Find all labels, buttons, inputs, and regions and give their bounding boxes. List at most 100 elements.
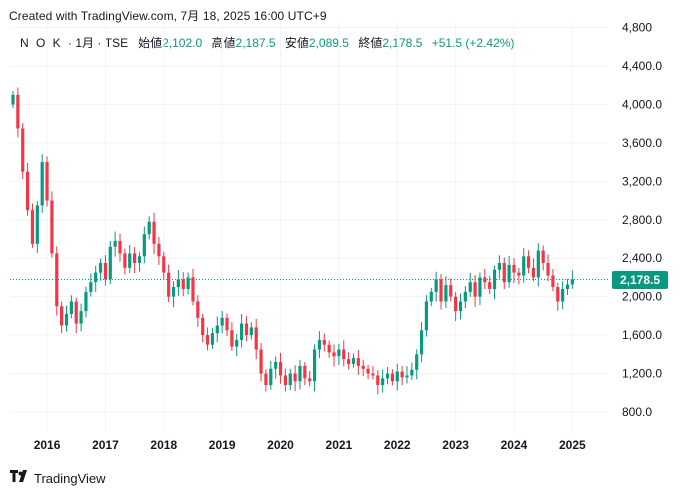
candle-body: [244, 323, 249, 336]
last-price-badge: 2,178.5: [612, 271, 668, 289]
candle-body: [351, 358, 356, 364]
candle-body: [264, 373, 268, 386]
candle-body: [196, 301, 200, 318]
candle-body: [347, 359, 351, 364]
candle: [196, 295, 200, 327]
high-value: 2,187.5: [235, 36, 276, 50]
candle: [79, 303, 83, 332]
candle: [492, 265, 497, 300]
candle: [371, 366, 375, 380]
candle: [244, 316, 249, 342]
candle: [35, 201, 39, 253]
candle: [449, 278, 453, 302]
candle-body: [478, 277, 482, 297]
candle: [254, 318, 258, 360]
candle: [298, 359, 302, 390]
candle: [264, 369, 268, 392]
high-label: 高値: [211, 36, 236, 50]
candle-body: [133, 253, 137, 264]
candle-body: [570, 279, 574, 285]
candle-body: [278, 362, 283, 376]
candle-body: [385, 373, 390, 379]
candle-body: [25, 171, 30, 211]
candle-body: [210, 333, 215, 345]
candle-body: [225, 317, 229, 331]
candle: [210, 327, 215, 349]
candle-body: [89, 282, 93, 292]
candle-body: [303, 365, 307, 379]
x-tick-label: 2025: [559, 438, 586, 452]
candle: [278, 352, 283, 384]
candle-body: [79, 311, 83, 324]
price-axis: 800.0 1,200.0 1,600.0 2,000.0 2,400.0 2,800.0…: [622, 21, 662, 419]
y-tick-label: 4,000.0: [622, 97, 662, 111]
close-value: 2,178.5: [382, 36, 423, 50]
candle: [400, 365, 404, 386]
candle: [171, 281, 176, 308]
candle: [458, 293, 463, 320]
candle-body: [366, 368, 370, 374]
candle: [565, 278, 570, 295]
candle: [429, 287, 433, 307]
candle: [103, 255, 108, 286]
candle: [410, 362, 414, 380]
candle: [303, 362, 307, 386]
candle-body: [356, 358, 360, 366]
candle-body: [395, 371, 399, 382]
x-tick-label: 2016: [34, 438, 61, 452]
exchange-label: TSE: [104, 36, 129, 50]
candle: [517, 268, 521, 285]
candle-body: [152, 221, 156, 244]
y-tick-label: 3,200.0: [622, 174, 662, 188]
candle-body: [342, 349, 346, 360]
candle-body: [507, 264, 511, 283]
candle-body: [162, 256, 166, 273]
x-tick-label: 2019: [209, 438, 236, 452]
candle-body: [536, 250, 540, 278]
candle-body: [439, 279, 443, 302]
candle: [312, 344, 317, 392]
candle: [123, 248, 127, 275]
candle-body: [94, 272, 98, 283]
candle-body: [497, 263, 501, 270]
candle-body: [454, 296, 458, 312]
candle: [152, 212, 156, 255]
candle-body: [84, 291, 88, 312]
change-value: +51.5 (+2.42%): [431, 36, 515, 50]
chart-grid: [10, 22, 608, 432]
candle: [376, 370, 380, 395]
candle: [531, 258, 536, 282]
y-tick-label: 800.0: [622, 405, 652, 419]
candle-body: [55, 253, 59, 307]
candle-body: [419, 330, 424, 355]
candle: [167, 264, 171, 303]
candle-body: [118, 240, 122, 254]
y-tick-label: 1,600.0: [622, 328, 662, 342]
candle-body: [463, 291, 467, 302]
candle: [561, 281, 565, 310]
candle-body: [502, 263, 506, 283]
candle: [385, 366, 390, 385]
interval-label[interactable]: 1月: [75, 36, 95, 50]
ohlc-legend: N O K · 1月 · TSE 始値2,102.0 高値2,187.5 安値 2…: [20, 34, 520, 51]
candle-body: [128, 253, 132, 268]
candle-body: [142, 234, 146, 257]
candle-body: [473, 282, 477, 297]
candle: [381, 369, 385, 393]
candle-body: [312, 349, 317, 382]
symbol-label[interactable]: N O K: [20, 36, 63, 50]
candle-body: [332, 352, 336, 357]
tradingview-logo-icon: [10, 469, 30, 487]
candle: [137, 252, 142, 272]
candle-body: [381, 378, 385, 386]
candle: [556, 282, 560, 311]
candle: [11, 90, 15, 109]
candle: [147, 216, 151, 240]
candle: [84, 286, 88, 318]
candle: [507, 255, 511, 288]
candle-body: [444, 285, 448, 302]
candle: [16, 87, 20, 138]
y-tick-label: 4,800: [622, 21, 652, 35]
candle-body: [108, 246, 112, 280]
